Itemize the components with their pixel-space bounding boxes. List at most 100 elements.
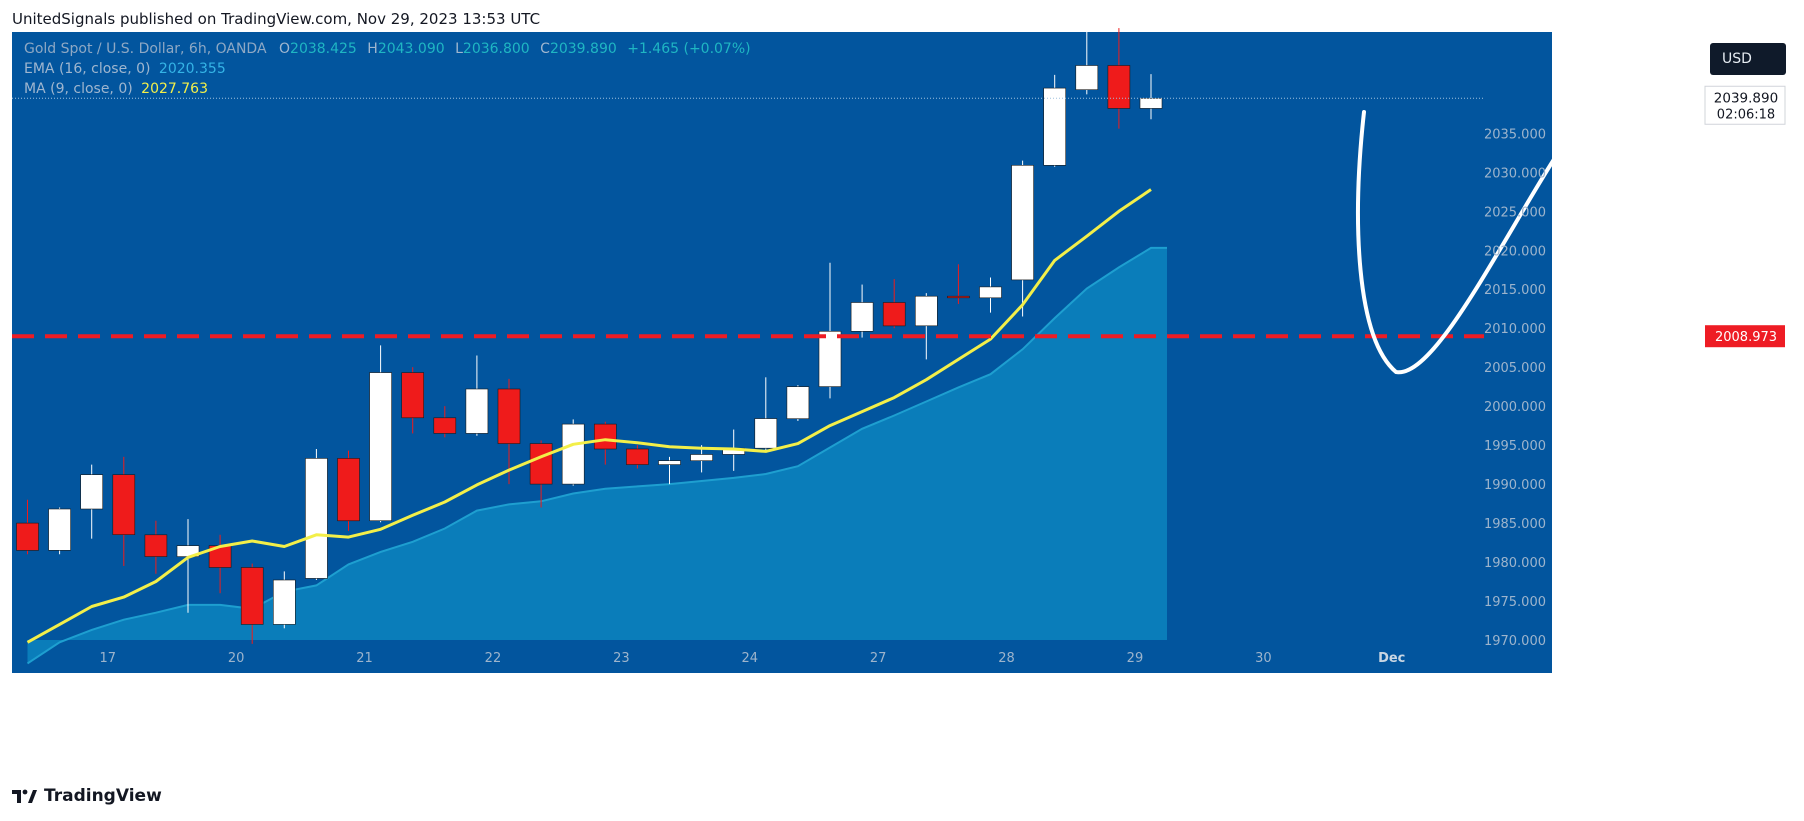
candle xyxy=(465,355,489,436)
candle-body-up xyxy=(561,423,585,485)
price-tick-label: 1980.000 xyxy=(1484,556,1546,571)
candle xyxy=(48,507,71,555)
countdown-label: 02:06:18 xyxy=(1717,107,1775,122)
horizontal-level xyxy=(12,97,1484,339)
legend-ma-row[interactable]: MA (9, close, 0) 2027.763 xyxy=(24,81,208,97)
candle-body-down xyxy=(947,295,970,299)
candle xyxy=(914,293,938,360)
footer-brand-text: TradingView xyxy=(44,786,162,806)
candle xyxy=(850,284,874,338)
time-tick-label: 23 xyxy=(613,651,630,666)
candle-body-up xyxy=(690,454,713,461)
legend-symbol[interactable]: Gold Spot / U.S. Dollar, 6h, OANDA xyxy=(24,41,267,57)
projection-drawing: 2008.9 xyxy=(1356,107,1697,391)
projection-arrowhead xyxy=(1594,341,1654,372)
legend-open-label: O xyxy=(279,41,291,57)
price-axis-background xyxy=(1484,32,1552,640)
candles-series xyxy=(16,28,1163,644)
legend-ma-label: MA (9, close, 0) xyxy=(24,81,133,97)
price-tick-label: 2035.000 xyxy=(1484,127,1546,142)
legend-low-label: L xyxy=(455,41,463,57)
currency-button[interactable]: USD xyxy=(1710,43,1786,75)
candle-body-up xyxy=(979,286,1002,299)
legend-ema-label: EMA (16, close, 0) xyxy=(24,61,151,77)
candle xyxy=(561,419,585,486)
legend-change: +1.465 (+0.07%) xyxy=(627,41,751,57)
candle-body-up xyxy=(305,458,328,579)
candle-body-up xyxy=(754,418,778,449)
candle-body-up xyxy=(914,295,938,327)
candle-body-up xyxy=(1043,87,1066,166)
price-tick-label: 2005.000 xyxy=(1484,361,1546,376)
candle xyxy=(401,367,425,434)
ema-line xyxy=(26,246,1167,665)
candle-body-down xyxy=(882,302,906,327)
published-header: UnitedSignals published on TradingView.c… xyxy=(12,10,541,28)
candle xyxy=(433,406,457,438)
time-tick-label: 30 xyxy=(1255,651,1272,666)
candle xyxy=(626,445,649,469)
price-tick-label: 1975.000 xyxy=(1484,595,1546,610)
candle-body-down xyxy=(433,417,457,434)
ema-area xyxy=(27,247,1167,664)
price-tick-label: 1995.000 xyxy=(1484,439,1546,454)
candle xyxy=(754,377,778,452)
candle-body-down xyxy=(337,458,360,522)
candle-body-down xyxy=(401,372,425,419)
legend-high-label: H xyxy=(367,41,378,57)
price-tick-label: 1970.000 xyxy=(1484,634,1546,649)
candle xyxy=(1107,28,1131,129)
candle-body-up xyxy=(80,474,103,510)
time-tick-label: Dec xyxy=(1378,651,1405,666)
price-tick-label: 2010.000 xyxy=(1484,322,1546,337)
candle-body-up xyxy=(658,460,681,465)
candle-body-up xyxy=(1011,165,1034,281)
candle-body-down xyxy=(626,448,649,465)
candle xyxy=(882,279,906,329)
candle xyxy=(786,385,810,421)
candle xyxy=(1075,28,1099,95)
price-tick-label: 1985.000 xyxy=(1484,517,1546,532)
time-tick-label: 24 xyxy=(741,651,758,666)
time-tick-label: 20 xyxy=(228,651,245,666)
time-axis: 17 20 21 22 23 24 27 28 29 30 Dec xyxy=(99,651,1405,666)
ma-line xyxy=(26,188,1152,644)
candle xyxy=(1011,160,1034,317)
candle xyxy=(1139,74,1163,120)
price-tick-label: 1990.000 xyxy=(1484,478,1546,493)
legend-open-value: 2038.425 xyxy=(290,41,357,57)
candle xyxy=(144,520,168,574)
candle-body-down xyxy=(16,522,39,551)
candle xyxy=(947,264,970,305)
legend-close-value: 2039.890 xyxy=(549,41,617,57)
tradingview-logo-icon xyxy=(12,788,38,804)
time-axis-background xyxy=(12,640,1552,673)
legend-ema-row[interactable]: EMA (16, close, 0) 2020.355 xyxy=(24,61,226,77)
candle-body-up xyxy=(272,579,296,625)
candle xyxy=(208,534,232,594)
legend-ema-value: 2020.355 xyxy=(158,61,226,77)
level-label-box xyxy=(1705,325,1785,348)
price-axis: 1970.000 1975.000 1980.000 1985.000 1990.000… xyxy=(1484,85,1786,649)
ema-area-series xyxy=(26,246,1167,665)
footer-brand[interactable]: TradingView xyxy=(12,786,162,806)
candle-body-up xyxy=(850,302,874,332)
time-tick-label: 17 xyxy=(99,651,116,666)
candle-body-up xyxy=(1139,98,1163,109)
legend-low-value: 2036.800 xyxy=(462,41,530,57)
candle xyxy=(593,421,617,465)
candle xyxy=(240,563,264,644)
candle xyxy=(272,571,296,629)
price-tick-label: 2025.000 xyxy=(1484,205,1546,220)
level-price-label: 2008.973 xyxy=(1715,330,1777,345)
legend-symbol-row: Gold Spot / U.S. Dollar, 6h, OANDA O2038… xyxy=(24,41,751,57)
candle xyxy=(112,456,136,566)
candle xyxy=(16,499,39,555)
time-tick-label: 29 xyxy=(1127,651,1144,666)
legend-close-label: C xyxy=(540,41,550,57)
candle-body-up xyxy=(786,386,810,420)
candle xyxy=(658,456,681,485)
last-price-label: 2039.890 xyxy=(1714,90,1778,106)
price-tick-label: 2000.000 xyxy=(1484,400,1546,415)
